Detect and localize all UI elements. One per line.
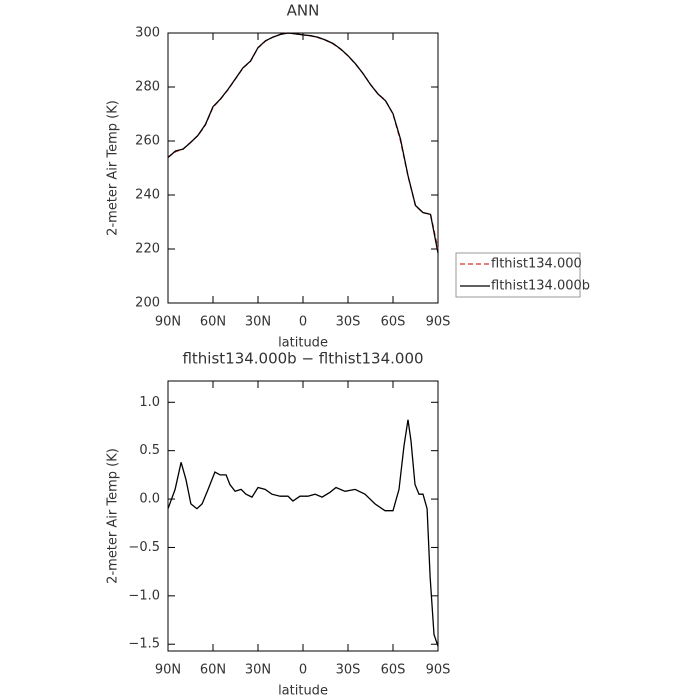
data-line xyxy=(167,419,439,647)
x-tick-label: 60S xyxy=(381,315,406,330)
x-tick-label: 90N xyxy=(155,663,181,678)
data-line xyxy=(167,32,439,250)
x-tick-label: 30N xyxy=(245,315,271,330)
x-tick-label: 0 xyxy=(299,663,307,678)
y-tick-label: 220 xyxy=(135,242,160,257)
x-tick-label: 90S xyxy=(426,663,451,678)
x-tick-label: 60N xyxy=(200,315,226,330)
x-tick-label: 30S xyxy=(336,315,361,330)
y-tick-label: −1.0 xyxy=(128,588,160,603)
x-tick-label: 0 xyxy=(299,315,307,330)
legend-frame xyxy=(455,252,581,298)
x-tick-label: 90S xyxy=(426,315,451,330)
legend-label: flthist134.000 xyxy=(491,257,582,272)
x-axis-label: latitude xyxy=(278,336,328,351)
y-tick-label: 280 xyxy=(135,80,160,95)
plot-frame xyxy=(167,380,439,652)
x-tick-label: 60N xyxy=(200,663,226,678)
legend-label: flthist134.000b xyxy=(491,279,590,294)
x-tick-label: 30S xyxy=(336,663,361,678)
x-axis-label: latitude xyxy=(278,684,328,699)
y-tick-label: 200 xyxy=(135,296,160,311)
y-tick-label: 240 xyxy=(135,188,160,203)
data-line xyxy=(167,32,439,254)
y-tick-label: 300 xyxy=(135,26,160,41)
y-tick-label: 1.0 xyxy=(139,395,160,410)
y-axis-label: 2-meter Air Temp (K) xyxy=(106,100,121,236)
chart-title: ANN xyxy=(287,2,320,20)
y-axis-label: 2-meter Air Temp (K) xyxy=(106,448,121,584)
y-tick-label: −0.5 xyxy=(128,540,160,555)
y-tick-label: 0.0 xyxy=(139,492,160,507)
y-tick-label: −1.5 xyxy=(128,637,160,652)
x-tick-label: 60S xyxy=(381,663,406,678)
y-tick-label: 0.5 xyxy=(139,443,160,458)
x-tick-label: 90N xyxy=(155,315,181,330)
plot-frame xyxy=(167,32,439,304)
chart-title: flthist134.000b − flthist134.000 xyxy=(182,350,423,368)
x-tick-label: 30N xyxy=(245,663,271,678)
y-tick-label: 260 xyxy=(135,134,160,149)
